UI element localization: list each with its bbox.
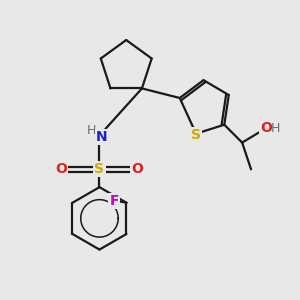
Text: O: O xyxy=(260,121,272,135)
Text: S: S xyxy=(191,128,201,142)
Text: O: O xyxy=(56,162,68,176)
Text: O: O xyxy=(132,162,143,176)
Text: N: N xyxy=(96,130,108,144)
Text: H: H xyxy=(86,124,96,137)
Text: F: F xyxy=(109,194,119,208)
Text: H: H xyxy=(271,122,281,135)
Text: S: S xyxy=(94,162,104,176)
